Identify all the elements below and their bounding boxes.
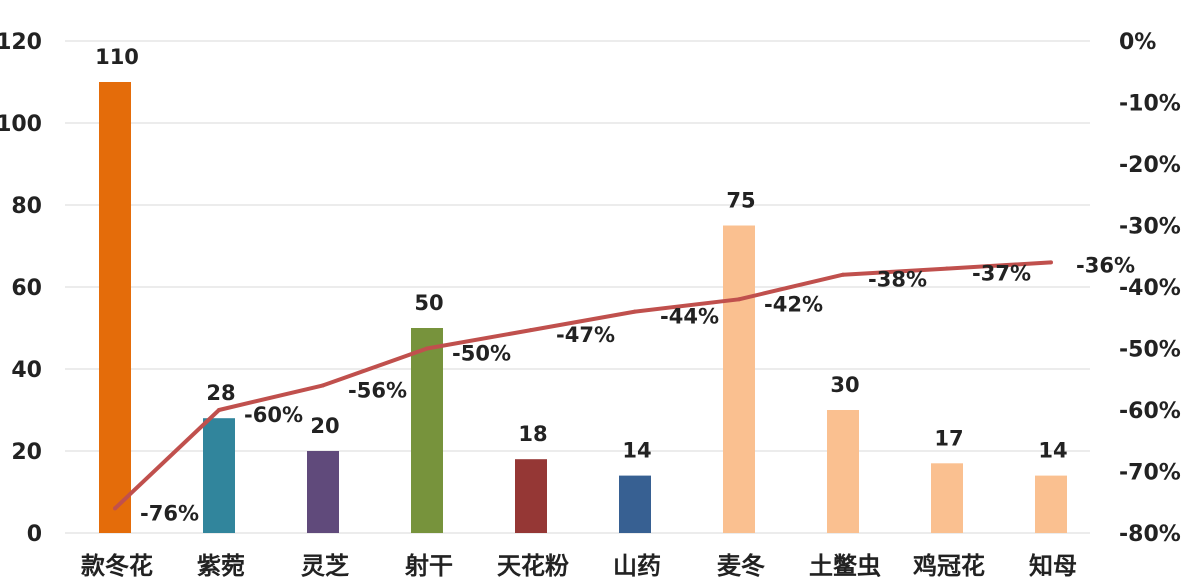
percent-value-label: -37% [972,262,1031,286]
percent-line [113,260,1053,511]
bar [99,82,131,533]
bar-value-label: 30 [830,373,859,397]
bar [307,451,339,533]
bar-value-label: 50 [414,291,443,315]
bar-value-label: 28 [206,381,235,405]
bar [203,418,235,533]
bar [931,463,963,533]
right-axis-tick-label: -40% [1119,276,1181,301]
gridlines [65,40,1090,534]
category-label: 山药 [613,552,661,580]
percent-value-label: -47% [556,323,615,347]
category-label: 射干 [404,552,453,580]
percent-point [1049,260,1053,265]
percent-point [217,408,221,412]
bar [827,410,859,533]
bar-value-label: 20 [310,414,339,438]
left-axis-tick-label: 40 [11,358,42,383]
percent-value-label: -44% [660,305,719,329]
percent-point [633,309,637,314]
category-label: 款冬花 [81,552,153,580]
right-axis-tick-label: 0% [1119,30,1156,55]
percent-point [321,383,325,388]
right-axis-tick-label: -60% [1119,399,1181,424]
left-axis-tick-label: 100 [0,112,42,137]
percent-point [841,272,845,277]
percent-point [113,506,117,511]
bar-value-label: 17 [934,426,963,450]
bar [619,475,651,533]
right-axis-tick-label: -20% [1119,153,1181,178]
percent-value-label: -50% [452,342,511,366]
category-label: 天花粉 [497,552,569,580]
right-axis-tick-label: -70% [1119,461,1181,486]
left-axis-tick-label: 20 [11,440,42,465]
bar-value-label: 110 [95,45,139,69]
category-label: 知母 [1029,552,1077,580]
bar-value-label: 18 [518,422,547,446]
percent-point [425,346,429,351]
percent-series-line [113,260,1052,510]
bar-value-label: 75 [726,189,755,213]
bar [723,225,755,533]
right-axis-tick-label: -10% [1119,92,1181,117]
bars [99,82,1067,533]
percent-point [945,266,949,271]
bar [1035,475,1067,533]
percent-point [529,328,533,333]
left-axis-tick-label: 0 [27,522,42,547]
left-axis-tick-label: 120 [0,30,42,55]
category-label: 灵芝 [301,552,349,580]
axes: 0 20 40 60 80 100 120 -80% -70% -60% -50% -40% -30% -… [0,30,1181,580]
percent-value-label: -76% [140,501,199,525]
left-axis-tick-label: 80 [11,194,42,219]
percent-value-label: -36% [1076,253,1135,277]
percent-value-label: -38% [868,268,927,292]
category-label: 麦冬 [717,552,765,580]
percent-value-label: -42% [764,292,823,316]
left-axis-tick-label: 60 [11,276,42,301]
bar-value-label: 14 [622,439,651,463]
bar [411,328,443,533]
data-labels: 110 28 20 50 18 14 75 30 17 14 -76% -60% -56% -50% -47… [95,45,1135,525]
right-axis-tick-label: -50% [1119,338,1181,363]
percent-value-label: -56% [348,378,407,402]
right-axis-tick-label: -80% [1119,522,1181,547]
category-label: 紫菀 [197,552,245,580]
percent-value-label: -60% [244,403,303,427]
right-axis-tick-label: -30% [1119,215,1181,240]
bar [515,459,547,533]
percent-point [737,297,741,302]
bar-value-label: 14 [1038,439,1067,463]
category-label: 鸡冠花 [912,552,985,580]
category-label: 土鳖虫 [809,552,881,580]
